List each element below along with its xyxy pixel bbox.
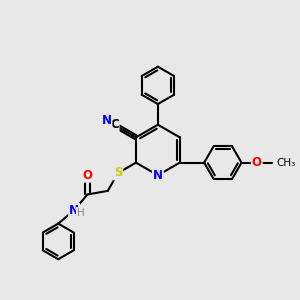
Text: O: O <box>82 169 92 182</box>
Text: N: N <box>101 115 112 128</box>
Text: O: O <box>252 156 262 169</box>
Text: N: N <box>153 169 163 182</box>
Text: N: N <box>69 204 79 217</box>
Text: S: S <box>114 167 122 179</box>
Text: C: C <box>110 118 118 131</box>
Text: H: H <box>76 208 84 218</box>
Text: CH₃: CH₃ <box>276 158 295 168</box>
